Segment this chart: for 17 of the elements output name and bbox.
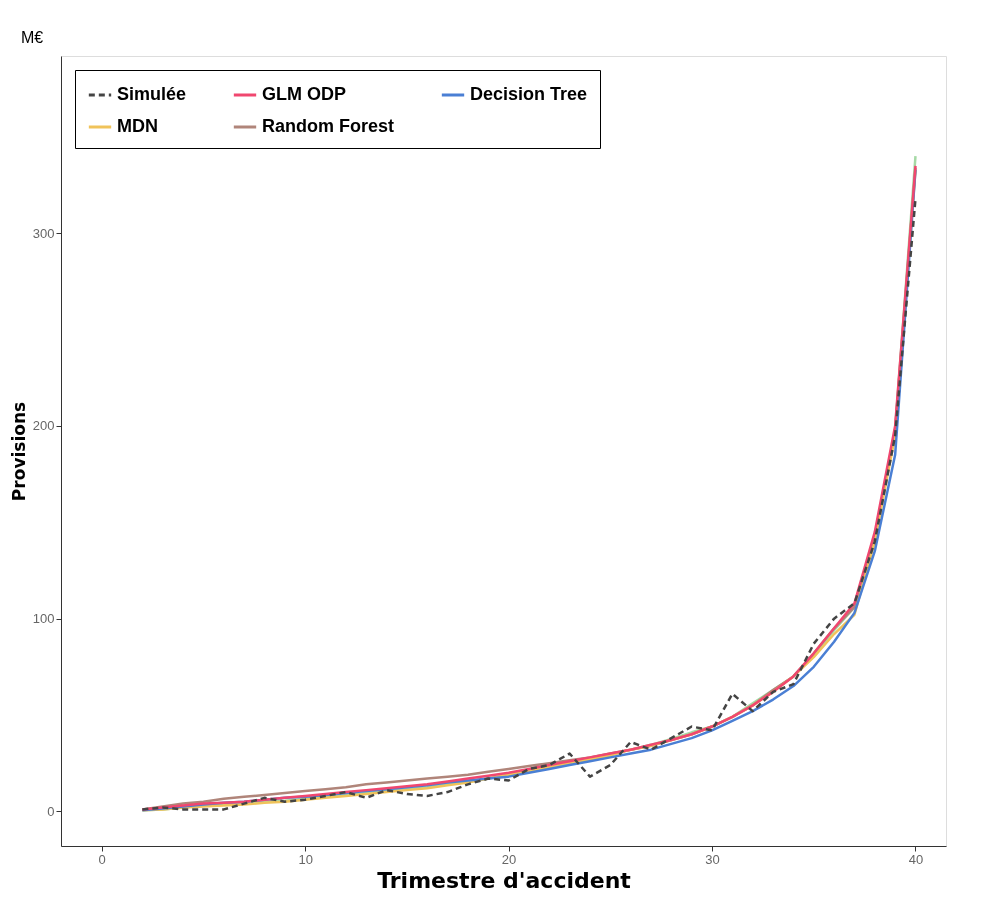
- x-tick-label: 0: [98, 851, 106, 867]
- legend-label: Random Forest: [262, 116, 395, 136]
- legend-label: Decision Tree: [470, 84, 588, 104]
- y-tick-label: 200: [32, 418, 55, 434]
- legend-label: GLM ODP: [262, 84, 346, 104]
- x-tick-label: 30: [705, 851, 720, 867]
- x-tick-label: 20: [501, 851, 517, 867]
- text: M€: [21, 29, 44, 46]
- y-tick-label: 100: [32, 611, 55, 627]
- y-axis-title: Provisions: [8, 401, 29, 502]
- legend-label: MDN: [117, 116, 158, 136]
- x-tick-label: 40: [908, 851, 924, 867]
- x-axis-title: Trimestre d'accident: [377, 867, 632, 893]
- y-tick-label: 0: [47, 803, 55, 819]
- y-tick-label: 300: [32, 225, 55, 241]
- x-tick-label: 10: [298, 851, 313, 867]
- legend-label: Simulée: [117, 84, 187, 104]
